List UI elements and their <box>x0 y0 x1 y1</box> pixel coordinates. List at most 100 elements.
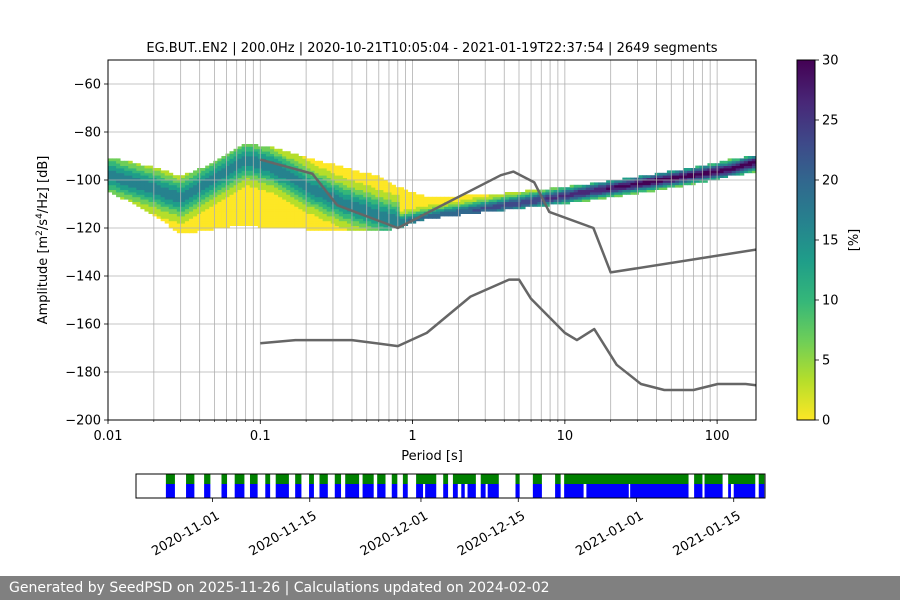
heat-cell <box>326 170 332 174</box>
heat-cell <box>209 206 214 210</box>
heat-cell <box>180 230 186 234</box>
heat-cell <box>274 206 279 210</box>
heat-cell <box>136 189 141 193</box>
heat-cell <box>298 163 303 166</box>
heat-cell <box>391 201 396 205</box>
heat-cell <box>371 187 376 190</box>
heat-cell <box>521 204 526 207</box>
heat-cell <box>585 184 591 188</box>
heat-cell <box>225 175 230 178</box>
heat-cell <box>326 165 332 169</box>
heat-cell <box>274 218 279 222</box>
heat-cell <box>274 151 279 154</box>
heat-cell <box>217 189 222 193</box>
heat-cell <box>666 172 672 176</box>
heat-cell <box>265 208 271 212</box>
heat-cell <box>379 180 384 183</box>
heat-cell <box>310 192 315 195</box>
heat-cell <box>233 208 238 212</box>
heat-cell <box>172 187 178 190</box>
heat-cell <box>278 220 283 224</box>
heat-cell <box>306 199 311 202</box>
heat-cell <box>553 196 558 200</box>
heat-cell <box>172 184 178 188</box>
heat-cell <box>213 211 218 214</box>
heat-cell <box>326 201 332 205</box>
heat-cell <box>650 175 656 178</box>
heat-cell <box>294 225 299 229</box>
heat-cell <box>387 228 392 231</box>
heat-cell <box>549 196 554 200</box>
heat-cell <box>468 194 473 198</box>
heat-cell <box>241 168 247 171</box>
heat-cell <box>274 199 279 202</box>
heat-cell <box>290 170 295 174</box>
heat-cell <box>213 163 218 166</box>
heat-cell <box>662 177 668 181</box>
heat-cell <box>423 206 429 210</box>
heat-cell <box>553 187 558 190</box>
heat-cell <box>148 165 153 169</box>
heat-cell <box>723 165 729 169</box>
heat-cell <box>286 218 291 222</box>
heat-cell <box>132 194 137 198</box>
heat-cell <box>642 175 648 178</box>
heat-cell <box>261 204 267 207</box>
heat-cell <box>265 168 271 171</box>
heat-cell <box>249 220 255 224</box>
heat-cell <box>120 160 125 164</box>
heat-cell <box>375 199 380 202</box>
heat-cell <box>298 158 303 162</box>
heat-cell <box>306 189 311 193</box>
heat-cell <box>322 201 328 205</box>
heat-cell <box>367 189 372 193</box>
heat-cell <box>290 184 295 188</box>
heat-cell <box>193 182 198 186</box>
heat-cell <box>249 194 255 198</box>
heat-cell <box>229 220 234 224</box>
heat-cell <box>711 163 716 166</box>
heat-cell <box>160 201 166 205</box>
heat-cell <box>508 199 514 202</box>
heat-cell <box>286 177 291 181</box>
heat-cell <box>152 168 157 171</box>
heat-cell <box>124 160 129 164</box>
heat-cell <box>391 206 396 210</box>
heat-cell <box>739 165 745 169</box>
heat-cell <box>618 189 623 193</box>
heat-cell <box>205 216 210 219</box>
heat-cell <box>128 172 133 176</box>
heat-cell <box>201 218 206 222</box>
heat-cell <box>241 189 247 193</box>
heat-cell <box>152 175 157 178</box>
heat-cell <box>606 184 611 188</box>
heat-cell <box>278 148 283 152</box>
heat-cell <box>448 211 453 214</box>
heat-cell <box>265 225 271 229</box>
heat-cell <box>294 177 299 181</box>
heat-cell <box>274 158 279 162</box>
heat-cell <box>314 194 319 198</box>
heat-cell <box>573 194 579 198</box>
heat-cell <box>144 180 149 183</box>
heat-cell <box>241 211 247 214</box>
heat-cell <box>391 189 396 193</box>
heat-cell <box>513 196 518 200</box>
heat-cell <box>346 192 352 195</box>
heat-cell <box>602 192 607 195</box>
heat-cell <box>237 194 243 198</box>
heat-cell <box>371 216 376 219</box>
heat-cell <box>500 199 506 202</box>
heat-cell <box>679 182 684 186</box>
heat-cell <box>302 189 307 193</box>
heat-cell <box>334 220 340 224</box>
heat-cell <box>318 199 324 202</box>
heat-cell <box>245 156 251 159</box>
heat-cell <box>537 196 542 200</box>
heat-cell <box>383 216 388 219</box>
heat-cell <box>164 175 170 178</box>
colorbar-label: [%] <box>847 229 862 252</box>
heat-cell <box>265 199 271 202</box>
heat-cell <box>245 144 251 147</box>
